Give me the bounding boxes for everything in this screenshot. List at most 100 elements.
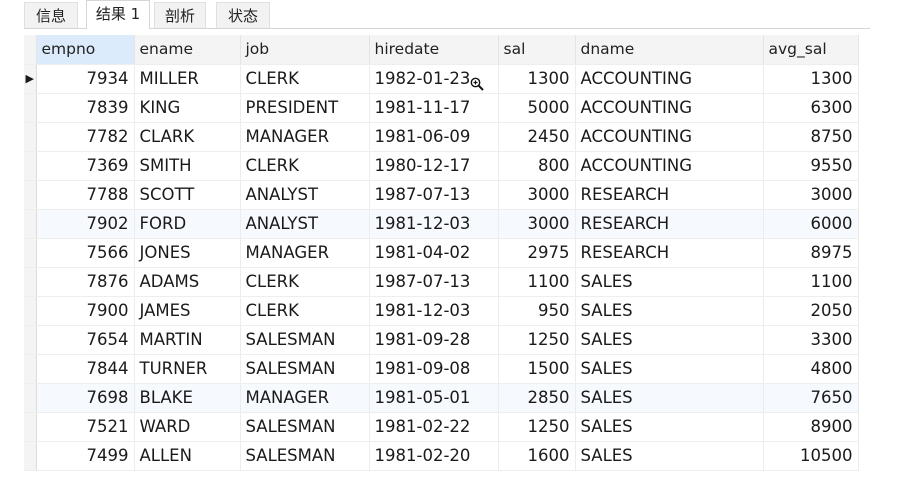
- cell-hiredate[interactable]: 1981-06-09: [369, 122, 499, 152]
- cell-dname[interactable]: SALES: [575, 325, 764, 355]
- cell-dname[interactable]: SALES: [575, 412, 764, 442]
- cell-sal[interactable]: 800: [498, 151, 576, 181]
- cell-dname[interactable]: RESEARCH: [575, 180, 764, 210]
- row-indicator[interactable]: [24, 296, 37, 326]
- cell-ename[interactable]: SCOTT: [134, 180, 241, 210]
- cell-job[interactable]: SALESMAN: [240, 441, 370, 471]
- row-indicator[interactable]: [24, 354, 37, 384]
- cell-empno[interactable]: 7654: [36, 325, 135, 355]
- cell-ename[interactable]: WARD: [134, 412, 241, 442]
- cell-avg-sal[interactable]: 7650: [763, 383, 859, 413]
- cell-ename[interactable]: KING: [134, 93, 241, 123]
- cell-hiredate[interactable]: 1981-12-03: [369, 296, 499, 326]
- cell-empno[interactable]: 7782: [36, 122, 135, 152]
- cell-hiredate[interactable]: 1987-07-13: [369, 267, 499, 297]
- cell-sal[interactable]: 2975: [498, 238, 576, 268]
- cell-ename[interactable]: BLAKE: [134, 383, 241, 413]
- cell-sal[interactable]: 2450: [498, 122, 576, 152]
- table-row[interactable]: 7902 FORD ANALYST 1981-12-03 3000 RESEARCH 600…: [24, 209, 859, 239]
- cell-ename[interactable]: FORD: [134, 209, 241, 239]
- cell-job[interactable]: CLERK: [240, 267, 370, 297]
- table-row[interactable]: 7839 KING PRESIDENT 1981-11-17 5000 ACCOUNTIN…: [24, 93, 859, 123]
- cell-hiredate[interactable]: 1981-02-22: [369, 412, 499, 442]
- cell-sal[interactable]: 1500: [498, 354, 576, 384]
- cell-ename[interactable]: JONES: [134, 238, 241, 268]
- cell-empno[interactable]: 7698: [36, 383, 135, 413]
- column-header-hiredate[interactable]: hiredate: [369, 35, 499, 65]
- cell-ename[interactable]: CLARK: [134, 122, 241, 152]
- cell-sal[interactable]: 2850: [498, 383, 576, 413]
- cell-job[interactable]: SALESMAN: [240, 354, 370, 384]
- cell-avg-sal[interactable]: 8975: [763, 238, 859, 268]
- cell-sal[interactable]: 1250: [498, 325, 576, 355]
- cell-job[interactable]: PRESIDENT: [240, 93, 370, 123]
- row-indicator[interactable]: [24, 383, 37, 413]
- current-row-indicator-icon[interactable]: ▶: [24, 64, 37, 94]
- cell-empno[interactable]: 7521: [36, 412, 135, 442]
- column-header-dname[interactable]: dname: [575, 35, 764, 65]
- cell-dname[interactable]: SALES: [575, 383, 764, 413]
- cell-job[interactable]: MANAGER: [240, 383, 370, 413]
- table-row[interactable]: 7499 ALLEN SALESMAN 1981-02-20 1600 SALES 1050…: [24, 441, 859, 471]
- cell-job[interactable]: SALESMAN: [240, 412, 370, 442]
- cell-avg-sal[interactable]: 10500: [763, 441, 859, 471]
- row-indicator[interactable]: [24, 238, 37, 268]
- column-header-avg-sal[interactable]: avg_sal: [763, 35, 859, 65]
- cell-dname[interactable]: ACCOUNTING: [575, 64, 764, 94]
- cell-dname[interactable]: RESEARCH: [575, 209, 764, 239]
- cell-empno[interactable]: 7839: [36, 93, 135, 123]
- cell-dname[interactable]: SALES: [575, 354, 764, 384]
- table-row[interactable]: 7788 SCOTT ANALYST 1987-07-13 3000 RESEARCH 30…: [24, 180, 859, 210]
- table-row[interactable]: 7844 TURNER SALESMAN 1981-09-08 1500 SALES 480…: [24, 354, 859, 384]
- table-row[interactable]: 7521 WARD SALESMAN 1981-02-22 1250 SALES 8900: [24, 412, 859, 442]
- cell-hiredate[interactable]: 1981-09-28: [369, 325, 499, 355]
- cell-sal[interactable]: 950: [498, 296, 576, 326]
- cell-hiredate[interactable]: 1981-04-02: [369, 238, 499, 268]
- column-header-job[interactable]: job: [240, 35, 370, 65]
- row-indicator[interactable]: [24, 412, 37, 442]
- cell-dname[interactable]: SALES: [575, 441, 764, 471]
- cell-job[interactable]: CLERK: [240, 151, 370, 181]
- table-row[interactable]: 7782 CLARK MANAGER 1981-06-09 2450 ACCOUNTING…: [24, 122, 859, 152]
- cell-empno[interactable]: 7566: [36, 238, 135, 268]
- cell-ename[interactable]: TURNER: [134, 354, 241, 384]
- cell-hiredate[interactable]: 1987-07-13: [369, 180, 499, 210]
- cell-dname[interactable]: ACCOUNTING: [575, 122, 764, 152]
- table-row[interactable]: 7654 MARTIN SALESMAN 1981-09-28 1250 SALES 330…: [24, 325, 859, 355]
- row-indicator[interactable]: [24, 267, 37, 297]
- cell-empno[interactable]: 7934: [36, 64, 135, 94]
- cell-avg-sal[interactable]: 3000: [763, 180, 859, 210]
- cell-dname[interactable]: SALES: [575, 267, 764, 297]
- cell-sal[interactable]: 5000: [498, 93, 576, 123]
- cell-sal[interactable]: 3000: [498, 180, 576, 210]
- cell-ename[interactable]: ADAMS: [134, 267, 241, 297]
- row-indicator[interactable]: [24, 180, 37, 210]
- cell-empno[interactable]: 7876: [36, 267, 135, 297]
- row-indicator[interactable]: [24, 122, 37, 152]
- cell-avg-sal[interactable]: 3300: [763, 325, 859, 355]
- cell-dname[interactable]: ACCOUNTING: [575, 151, 764, 181]
- row-indicator[interactable]: [24, 151, 37, 181]
- cell-ename[interactable]: ALLEN: [134, 441, 241, 471]
- cell-job[interactable]: MANAGER: [240, 122, 370, 152]
- cell-empno[interactable]: 7788: [36, 180, 135, 210]
- table-row[interactable]: 7369 SMITH CLERK 1980-12-17 800 ACCOUNTING 955…: [24, 151, 859, 181]
- cell-avg-sal[interactable]: 6300: [763, 93, 859, 123]
- cell-hiredate[interactable]: 1980-12-17: [369, 151, 499, 181]
- row-indicator[interactable]: [24, 93, 37, 123]
- cell-job[interactable]: ANALYST: [240, 180, 370, 210]
- cell-empno[interactable]: 7369: [36, 151, 135, 181]
- column-header-ename[interactable]: ename: [134, 35, 241, 65]
- cell-dname[interactable]: ACCOUNTING: [575, 93, 764, 123]
- table-row[interactable]: 7876 ADAMS CLERK 1987-07-13 1100 SALES 1100: [24, 267, 859, 297]
- column-header-empno[interactable]: empno: [36, 35, 135, 65]
- tab-profile[interactable]: 剖析: [154, 2, 206, 28]
- cell-hiredate[interactable]: 1981-05-01: [369, 383, 499, 413]
- cell-avg-sal[interactable]: 2050: [763, 296, 859, 326]
- cell-sal[interactable]: 1100: [498, 267, 576, 297]
- cell-empno[interactable]: 7900: [36, 296, 135, 326]
- cell-avg-sal[interactable]: 8750: [763, 122, 859, 152]
- cell-sal[interactable]: 3000: [498, 209, 576, 239]
- cell-avg-sal[interactable]: 6000: [763, 209, 859, 239]
- cell-job[interactable]: CLERK: [240, 296, 370, 326]
